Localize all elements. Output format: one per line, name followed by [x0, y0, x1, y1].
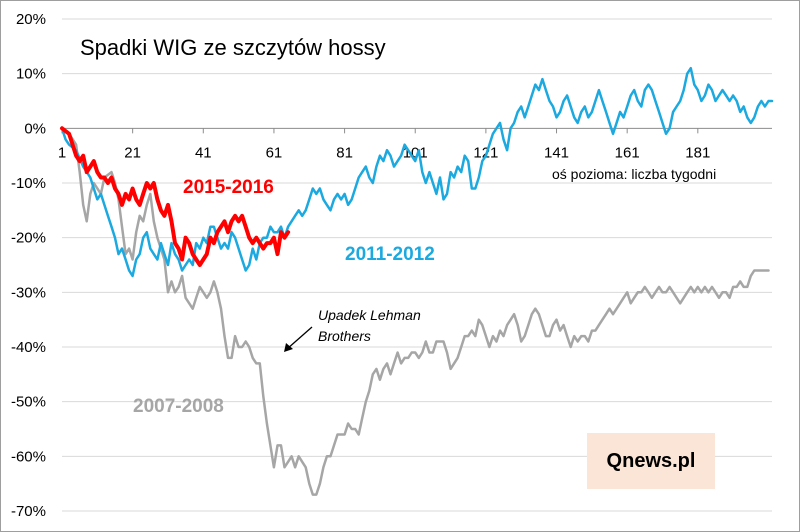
- series-line-2015-2016: [60, 126, 291, 267]
- series-line-2011-2012: [60, 66, 774, 278]
- y-tick-label: -20%: [11, 230, 46, 247]
- y-tick-label: -50%: [11, 394, 46, 411]
- x-tick-label: 81: [336, 144, 353, 161]
- x-axis: [61, 127, 772, 134]
- x-tick-label: 161: [615, 144, 640, 161]
- series-label-2007-2008: 2007-2008: [133, 396, 224, 417]
- watermark-box: [587, 433, 715, 489]
- annotation-arrow: [286, 326, 313, 350]
- y-tick-label: 0%: [24, 120, 46, 137]
- y-tick-label: -40%: [11, 339, 46, 356]
- annotation-arrowhead: [284, 343, 293, 352]
- watermark-text: Qnews.pl: [606, 450, 696, 472]
- y-tick-label: 10%: [16, 66, 46, 83]
- x-tick-label: 181: [685, 144, 710, 161]
- x-tick-label: 141: [544, 144, 569, 161]
- y-axis-tick-labels: 20% 10% 0% -10% -20% -30% -40% -50% -60% -70%: [11, 11, 46, 520]
- x-tick-label: 41: [195, 144, 212, 161]
- series-line-2007-2008: [60, 127, 770, 496]
- series-label-2011-2012: 2011-2012: [345, 244, 435, 265]
- annotation-lehman-line-2: Brothers: [318, 328, 371, 344]
- y-tick-label: -60%: [11, 448, 46, 465]
- gridlines: [62, 18, 772, 512]
- y-tick-label: -10%: [11, 175, 46, 192]
- x-tick-label: 1: [58, 144, 66, 161]
- annotation-lehman-line-1: Upadek Lehman: [318, 307, 421, 323]
- series-lines: [60, 66, 774, 496]
- y-tick-label: -70%: [11, 503, 46, 520]
- x-tick-label: 21: [124, 144, 141, 161]
- x-axis-label: oś pozioma: liczba tygodni: [552, 166, 716, 182]
- y-tick-label: -30%: [11, 284, 46, 301]
- chart-title: Spadki WIG ze szczytów hossy: [80, 35, 386, 60]
- y-tick-label: 20%: [16, 11, 46, 28]
- x-tick-label: 61: [266, 144, 283, 161]
- annotation-lehman: Upadek Lehman Brothers: [284, 307, 421, 352]
- x-tick-label: 101: [403, 144, 428, 161]
- series-label-2015-2016: 2015-2016: [183, 177, 274, 198]
